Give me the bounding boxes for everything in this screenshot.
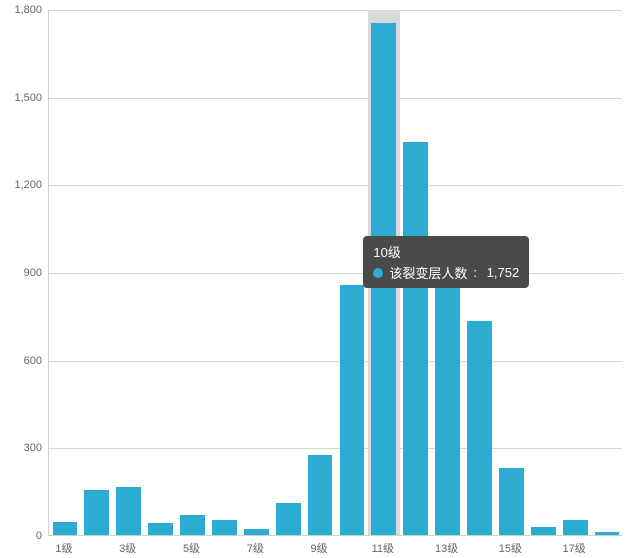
y-tick-label: 0 xyxy=(0,530,42,542)
bar[interactable] xyxy=(308,455,333,535)
bar[interactable] xyxy=(180,515,205,535)
x-tick-label: 3级 xyxy=(119,540,136,556)
y-tick-label: 1,800 xyxy=(0,4,42,16)
bar[interactable] xyxy=(531,527,556,535)
bar[interactable] xyxy=(84,490,109,535)
bar[interactable] xyxy=(403,142,428,535)
x-tick-label: 11级 xyxy=(372,540,394,556)
bar-chart: 0 300 600 900 1,200 1,500 1,800 1级 3级 5级 7级 9级 11级 1… xyxy=(0,0,632,558)
y-tick-label: 1,500 xyxy=(0,92,42,104)
x-tick-label: 13级 xyxy=(435,540,458,556)
plot-area xyxy=(48,10,622,536)
bar[interactable] xyxy=(371,23,396,535)
bars-group xyxy=(49,10,622,535)
bar[interactable] xyxy=(53,522,78,535)
bar[interactable] xyxy=(340,285,365,535)
x-tick-label: 5级 xyxy=(183,540,200,556)
y-tick-label: 900 xyxy=(0,267,42,279)
x-tick-label: 1级 xyxy=(55,540,72,556)
bar[interactable] xyxy=(499,468,524,535)
y-tick-label: 1,200 xyxy=(0,179,42,191)
x-tick-label: 7级 xyxy=(247,540,264,556)
bar[interactable] xyxy=(467,321,492,535)
y-tick-label: 600 xyxy=(0,355,42,367)
y-tick-label: 300 xyxy=(0,442,42,454)
bar[interactable] xyxy=(116,487,141,535)
bar[interactable] xyxy=(244,529,269,535)
x-tick-label: 17级 xyxy=(563,540,586,556)
bar[interactable] xyxy=(276,503,301,535)
x-tick-label: 15级 xyxy=(499,540,522,556)
bar[interactable] xyxy=(435,240,460,535)
bar[interactable] xyxy=(148,523,173,535)
x-tick-label: 9级 xyxy=(310,540,327,556)
bar[interactable] xyxy=(563,520,588,535)
bar[interactable] xyxy=(595,532,620,536)
bar[interactable] xyxy=(212,520,237,535)
